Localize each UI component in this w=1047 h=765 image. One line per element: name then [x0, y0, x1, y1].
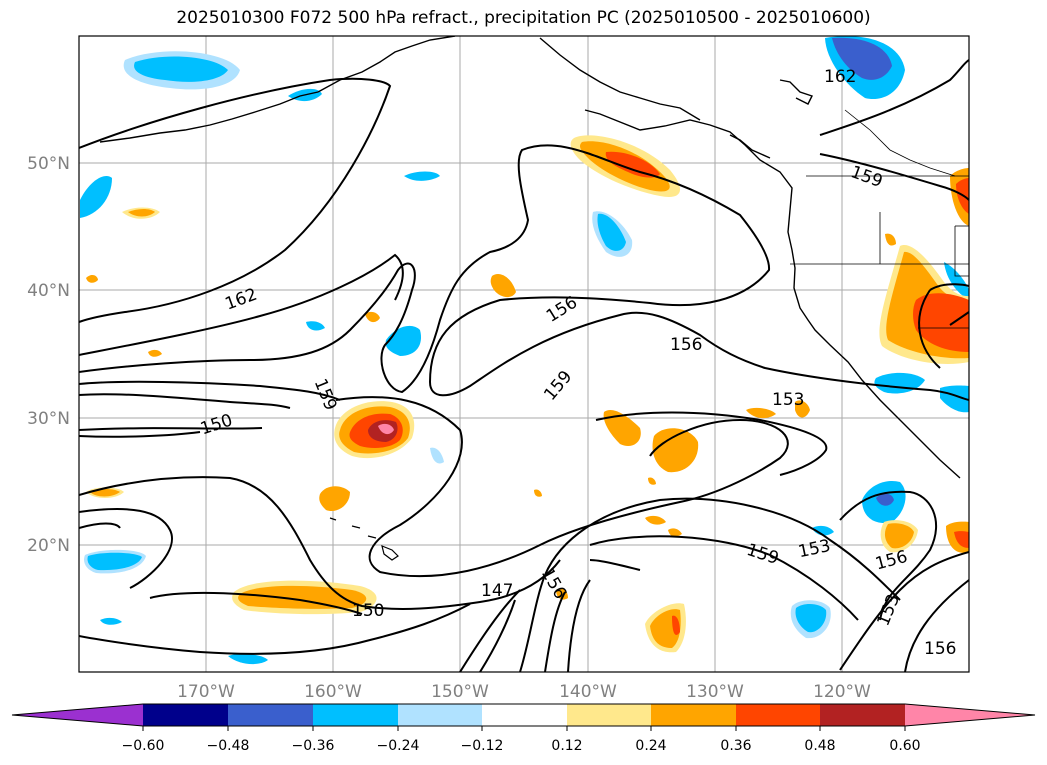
- contour-label: 150: [198, 410, 235, 439]
- colorbar-tick: −0.48: [207, 738, 250, 754]
- colorbar-tick: −0.60: [122, 738, 165, 754]
- latitude-labels: 50°N 40°N 30°N 20°N: [27, 154, 70, 556]
- contour-label: 153: [772, 390, 804, 410]
- colorbar-tick: 0.36: [720, 738, 751, 754]
- colorbar-segment: [398, 704, 482, 726]
- colorbar-tick: −0.36: [292, 738, 335, 754]
- colorbar-tick: −0.12: [461, 738, 504, 754]
- contour-label: 153: [797, 536, 833, 562]
- colorbar-segment: [313, 704, 398, 726]
- longitude-labels: 170°W 160°W 150°W 140°W 130°W 120°W: [177, 682, 871, 702]
- hawaiian-islands: [329, 517, 399, 561]
- contour-label: 147: [481, 581, 513, 601]
- lat-label: 20°N: [27, 536, 70, 556]
- lat-label: 50°N: [27, 154, 70, 174]
- contour-label: 159: [540, 367, 576, 405]
- colorbar-segment: [820, 704, 905, 726]
- contour-label: 162: [222, 285, 259, 315]
- contour-label: 159: [848, 162, 885, 192]
- contour-label: 159: [744, 540, 781, 569]
- contour-label: 162: [824, 67, 856, 87]
- map-frame: [78, 35, 970, 673]
- contour-label: 156: [924, 639, 956, 659]
- colorbar-segment: [736, 704, 820, 726]
- colorbar-tick: 0.48: [804, 738, 835, 754]
- lon-label: 150°W: [431, 682, 489, 702]
- precip-anomaly-fill: [80, 36, 969, 665]
- lon-label: 140°W: [559, 682, 617, 702]
- contour-label: 159: [310, 376, 341, 414]
- map-title: 2025010300 F072 500 hPa refract., precip…: [176, 8, 871, 28]
- lon-label: 120°W: [813, 682, 871, 702]
- lat-label: 40°N: [27, 281, 70, 301]
- contour-label: 156: [670, 335, 702, 355]
- lon-label: 170°W: [177, 682, 235, 702]
- colorbar-tick: 0.60: [889, 738, 920, 754]
- colorbar-segment: [12, 704, 143, 726]
- colorbar-segment: [228, 704, 313, 726]
- colorbar-segment: [482, 704, 567, 726]
- contour-label: 153: [873, 591, 904, 629]
- colorbar-segment: [143, 704, 228, 726]
- colorbar-tick: 0.24: [635, 738, 666, 754]
- borders: [790, 109, 969, 329]
- lon-label: 160°W: [304, 682, 362, 702]
- colorbar-tick: 0.12: [551, 738, 582, 754]
- graticule: [79, 36, 969, 672]
- colorbar-segment: [905, 704, 1035, 726]
- colorbar-tick: −0.24: [377, 738, 420, 754]
- lon-label: 130°W: [686, 682, 744, 702]
- contour-label: 156: [873, 547, 910, 575]
- colorbar: −0.60 −0.48 −0.36 −0.24 −0.12 0.12 0.24 …: [11, 703, 1036, 754]
- colorbar-segment: [567, 704, 651, 726]
- lat-label: 30°N: [27, 409, 70, 429]
- refractivity-contours: [79, 59, 969, 672]
- colorbar-segment: [651, 704, 736, 726]
- contour-label: 150: [352, 601, 384, 621]
